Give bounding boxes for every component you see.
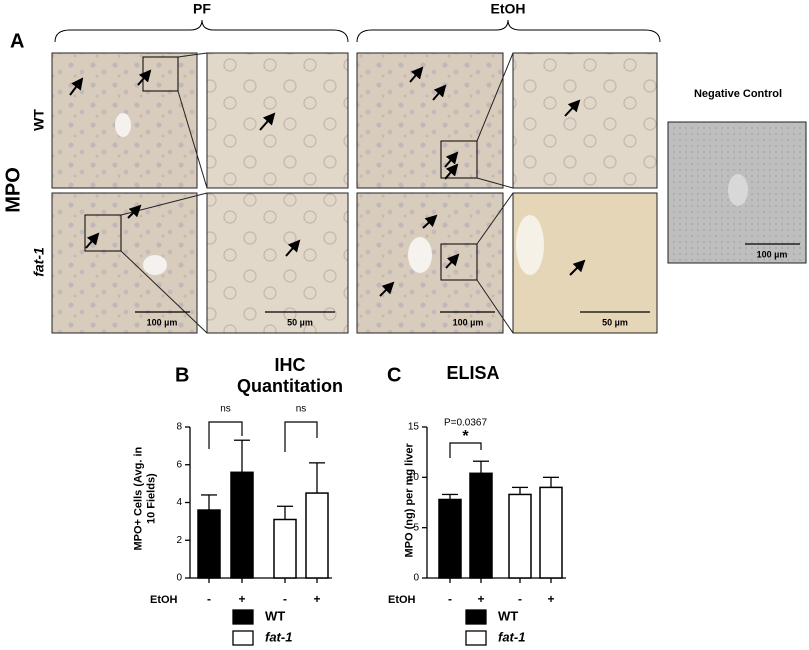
y-tick-label: 15 (408, 422, 420, 433)
chart-title: IHC Quantitation (237, 355, 343, 396)
negative-control-label: Negative Control (693, 88, 782, 100)
micrograph (206, 52, 349, 189)
y-tick-label: 10 (408, 472, 420, 483)
legend-swatch (232, 630, 254, 646)
marker-label: MPO (2, 167, 24, 213)
panel-label: A (10, 30, 24, 52)
y-axis-label: MPO+ Cells (Avg. in 10 Fields) (132, 446, 157, 551)
significance-bracket (449, 442, 482, 458)
row-label: fat-1 (31, 247, 47, 277)
legend-label: WT (265, 608, 285, 623)
x-tick-label: + (313, 592, 320, 606)
bar (508, 493, 532, 579)
significance-bracket (284, 421, 318, 452)
x-tick-label: - (448, 592, 452, 606)
y-tick-label: 4 (176, 497, 182, 508)
y-axis-label: MPO (ng) per mg liver (403, 443, 416, 558)
y-tick-label: 2 (176, 535, 182, 546)
micrograph (51, 192, 198, 334)
x-tick-label: - (518, 592, 522, 606)
annotation: ns (296, 404, 307, 415)
scale-label: 100 µm (147, 317, 178, 327)
y-tick-label: 6 (176, 459, 182, 470)
bar (230, 471, 254, 579)
micrographs (51, 52, 807, 334)
group-label: PF (193, 1, 211, 17)
legend-swatch (232, 609, 254, 625)
bar (305, 492, 329, 579)
legend-label: fat-1 (498, 629, 525, 644)
x-tick-label: - (207, 592, 211, 606)
micrograph (512, 52, 658, 189)
bar (469, 472, 493, 579)
x-tick-label: + (547, 592, 554, 606)
y-tick-label: 0 (413, 573, 419, 584)
x-tick-label: - (283, 592, 287, 606)
scale-bars (135, 243, 800, 313)
bar (197, 509, 221, 579)
x-tick-label: + (477, 592, 484, 606)
panel-label: C (387, 364, 401, 386)
scale-label: 100 µm (757, 249, 788, 259)
group-label: EtOH (491, 1, 526, 17)
annotation: * (462, 428, 469, 445)
x-axis-label: EtOH (388, 594, 416, 606)
scale-label: 50 µm (602, 317, 628, 327)
bar (539, 486, 563, 579)
significance-bracket (208, 421, 243, 449)
x-axis-label: EtOH (150, 594, 178, 606)
scale-label: 50 µm (287, 317, 313, 327)
y-tick-label: 8 (176, 422, 182, 433)
arrows (69, 66, 586, 297)
legend-swatch (465, 609, 487, 625)
legend-label: WT (498, 608, 518, 623)
y-tick-label: 5 (413, 522, 419, 533)
x-tick-label: + (238, 592, 245, 606)
bar (273, 518, 297, 579)
row-label: WT (31, 109, 47, 131)
micrograph (206, 192, 349, 334)
micrograph (356, 52, 504, 189)
group-bracket (54, 19, 349, 43)
panel-label: B (175, 364, 189, 386)
annotation: ns (220, 404, 231, 415)
y-tick-label: 0 (176, 573, 182, 584)
chart-title: ELISA (446, 363, 499, 383)
annotation: P=0.0367 (444, 418, 488, 429)
bar (438, 498, 462, 579)
legend-swatch (465, 630, 487, 646)
scale-label: 100 µm (453, 317, 484, 327)
group-bracket (356, 19, 661, 43)
legend-label: fat-1 (265, 629, 292, 644)
